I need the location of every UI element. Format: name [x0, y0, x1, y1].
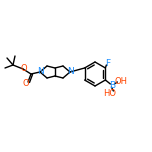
Text: N: N [37, 67, 43, 76]
Text: F: F [105, 59, 110, 67]
Text: HO: HO [103, 90, 116, 98]
Text: B: B [109, 81, 116, 90]
Text: OH: OH [115, 76, 128, 85]
Text: N: N [67, 67, 73, 76]
Text: O: O [20, 64, 27, 73]
Text: O: O [23, 78, 29, 88]
